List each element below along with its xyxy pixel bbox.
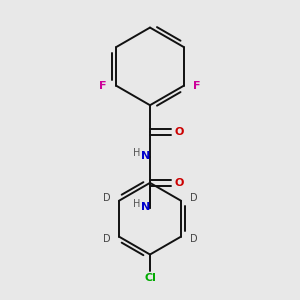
Text: Cl: Cl bbox=[144, 273, 156, 284]
Text: D: D bbox=[103, 234, 110, 244]
Text: D: D bbox=[190, 194, 197, 203]
Text: D: D bbox=[103, 194, 110, 203]
Text: O: O bbox=[175, 178, 184, 188]
Text: O: O bbox=[175, 127, 184, 137]
Text: H: H bbox=[133, 199, 140, 209]
Text: F: F bbox=[99, 81, 107, 91]
Text: N: N bbox=[141, 202, 150, 212]
Text: N: N bbox=[141, 151, 150, 161]
Text: D: D bbox=[190, 234, 197, 244]
Text: F: F bbox=[193, 81, 201, 91]
Text: H: H bbox=[133, 148, 140, 158]
